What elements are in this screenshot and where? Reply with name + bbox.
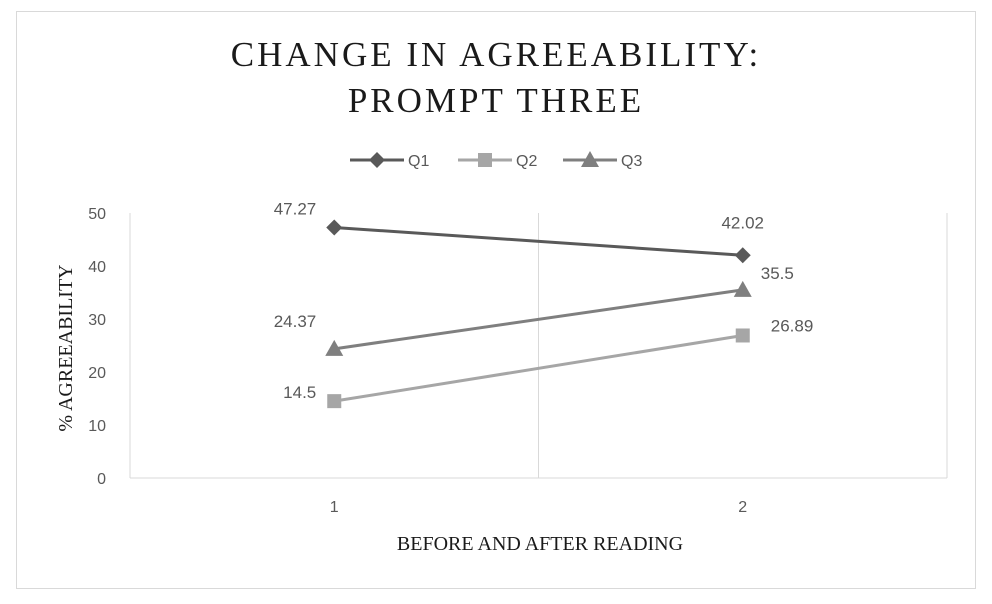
chart-frame [16,11,976,589]
data-label-q3: 35.5 [761,264,794,283]
y-tick-label: 30 [88,312,106,329]
legend-item-q3: Q3 [563,151,642,170]
legend-label: Q1 [408,153,429,170]
y-tick-label: 50 [88,206,106,223]
series-q1 [326,219,751,264]
grid [129,213,948,479]
legend-marker [369,152,385,168]
legend-item-q2: Q2 [458,153,537,170]
series-layer [325,219,752,409]
x-axis-title: BEFORE AND AFTER READING [397,533,683,555]
legend-label: Q3 [621,153,642,170]
x-tick-label: 2 [738,499,747,516]
legend-label: Q2 [516,153,537,170]
data-label-q1: 42.02 [721,213,764,232]
y-tick-label: 0 [97,471,106,488]
legend-marker [478,153,492,167]
data-label-q3: 24.37 [274,312,317,331]
series-q2 [327,328,750,409]
series-line-q3 [334,288,743,351]
y-axis-ticks: 0 10 20 30 40 50 [88,206,106,488]
data-point-q1 [734,247,751,264]
chart-title: CHANGE IN AGREEABILITY: PROMPT THREE [0,32,992,124]
data-label-q2: 26.89 [771,316,814,335]
chart-title-line-2: PROMPT THREE [347,81,645,120]
series-line-q2 [334,334,743,403]
data-labels: 47.27 42.02 14.5 26.89 24.37 35.5 [274,199,814,402]
y-axis-title: % AGREEABILITY [55,264,77,431]
y-tick-label: 20 [88,365,106,382]
x-tick-label: 1 [330,499,339,516]
data-label-q1: 47.27 [274,199,317,218]
legend-item-q1: Q1 [350,152,429,170]
data-label-q2: 14.5 [283,383,316,402]
y-tick-label: 10 [88,418,106,435]
data-point-q2 [327,394,342,409]
series-q3 [325,280,752,356]
legend: Q1 Q2 Q3 [350,151,642,170]
data-point-q2 [735,328,750,343]
data-point-q3 [325,339,344,356]
chart-title-line-1: CHANGE IN AGREEABILITY: [230,35,762,74]
data-point-q3 [733,280,752,297]
y-tick-label: 40 [88,259,106,276]
legend-marker [581,151,599,167]
series-line-q1 [334,225,743,257]
data-point-q1 [326,219,343,236]
